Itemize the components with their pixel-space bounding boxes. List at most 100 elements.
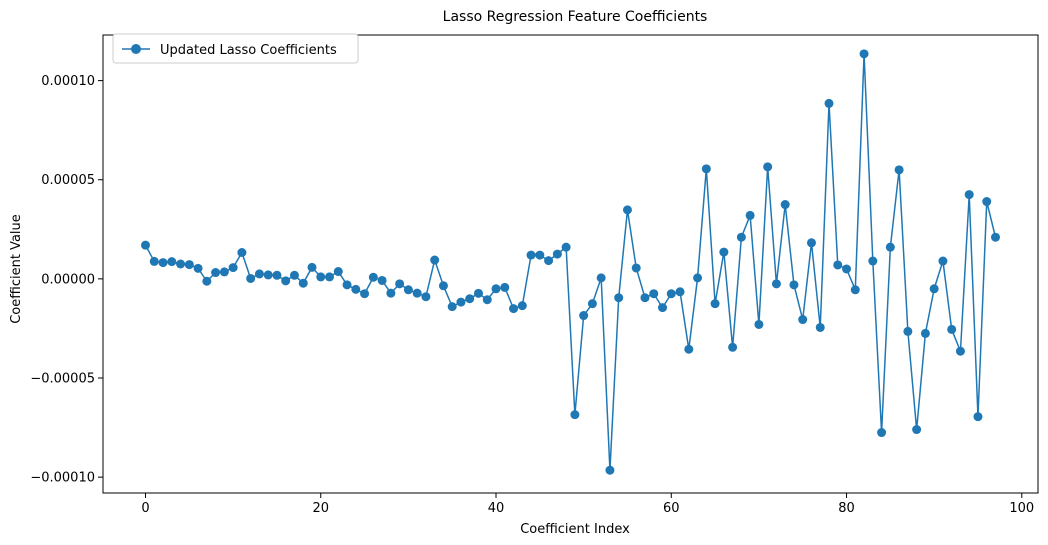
data-point	[605, 465, 615, 475]
data-point	[596, 273, 606, 283]
x-tick-label: 80	[838, 501, 855, 516]
data-point	[561, 242, 571, 252]
data-point	[982, 197, 992, 207]
data-point	[903, 326, 913, 336]
data-point	[509, 304, 519, 314]
data-point	[412, 288, 422, 298]
data-point	[430, 255, 440, 265]
data-point	[465, 294, 475, 304]
data-point	[482, 295, 492, 305]
data-point	[877, 428, 887, 438]
data-point	[587, 299, 597, 309]
data-point	[666, 289, 676, 299]
data-point	[158, 258, 168, 268]
data-point	[272, 270, 282, 280]
data-point	[780, 200, 790, 210]
data-point	[719, 247, 729, 257]
data-point	[237, 248, 247, 258]
data-point	[991, 232, 1000, 242]
data-point	[570, 410, 580, 420]
x-tick-label: 60	[663, 501, 680, 516]
data-point	[333, 267, 343, 277]
plot-area	[102, 34, 1039, 494]
data-point	[806, 238, 816, 248]
y-axis: −0.00010 −0.00005 0.00000 0.00005 0.00010	[30, 74, 103, 486]
data-point	[298, 278, 308, 288]
legend: Updated Lasso Coefficients	[112, 33, 359, 64]
data-point	[754, 319, 764, 329]
x-tick-label: 0	[141, 501, 149, 516]
data-point	[920, 328, 930, 338]
data-point	[833, 260, 843, 270]
data-point	[325, 272, 335, 282]
y-tick-label: −0.00010	[30, 471, 95, 486]
data-point	[955, 346, 965, 356]
data-point	[307, 262, 317, 272]
y-tick-label: 0.00005	[41, 173, 95, 188]
data-point	[202, 276, 212, 286]
x-tick-label: 20	[312, 501, 329, 516]
data-point	[184, 260, 194, 270]
data-point	[377, 275, 387, 285]
series-layer	[141, 49, 1000, 475]
data-point	[176, 259, 186, 269]
data-point	[622, 205, 632, 215]
data-point	[973, 412, 983, 422]
data-point	[885, 242, 895, 252]
data-point	[789, 280, 799, 290]
data-point	[447, 302, 457, 312]
data-point	[456, 297, 466, 307]
data-point	[929, 284, 939, 294]
data-point	[964, 190, 974, 200]
data-point	[938, 256, 948, 266]
data-point	[473, 288, 483, 298]
data-point	[912, 425, 922, 435]
legend-label: Updated Lasso Coefficients	[160, 43, 337, 58]
data-point	[947, 324, 957, 334]
data-point	[842, 264, 852, 274]
data-point	[167, 257, 177, 267]
data-point	[316, 272, 326, 282]
data-point	[141, 240, 150, 250]
y-tick-label: −0.00005	[30, 372, 95, 387]
data-point	[868, 256, 878, 266]
data-point	[342, 280, 352, 290]
legend-marker-swatch	[131, 44, 141, 54]
data-point	[736, 232, 746, 242]
data-point	[395, 279, 405, 289]
data-point	[710, 299, 720, 309]
data-point	[745, 210, 755, 220]
data-point	[859, 49, 869, 59]
data-point	[579, 311, 589, 321]
data-point	[526, 250, 536, 260]
data-point	[517, 301, 527, 311]
data-point	[552, 249, 562, 259]
chart-title: Lasso Regression Feature Coefficients	[443, 9, 708, 25]
data-point	[193, 263, 203, 273]
data-point	[815, 322, 825, 332]
data-point	[421, 292, 431, 302]
x-tick-label: 100	[1009, 501, 1034, 516]
data-point	[289, 270, 299, 280]
legend-box	[112, 33, 359, 64]
x-axis-label: Coefficient Index	[520, 522, 630, 537]
data-point	[254, 269, 264, 279]
data-point	[219, 267, 229, 277]
data-point	[386, 288, 396, 298]
data-point	[614, 293, 624, 303]
data-point	[149, 256, 159, 266]
y-tick-label: 0.00010	[41, 74, 95, 89]
data-point	[631, 263, 641, 273]
data-point	[798, 315, 808, 325]
data-point	[500, 282, 510, 292]
data-point	[640, 293, 650, 303]
data-point	[649, 289, 659, 299]
data-point	[850, 285, 860, 295]
data-point	[360, 289, 370, 299]
data-point	[263, 270, 273, 280]
data-point	[211, 268, 221, 278]
data-point	[728, 342, 738, 352]
data-point	[701, 164, 711, 174]
